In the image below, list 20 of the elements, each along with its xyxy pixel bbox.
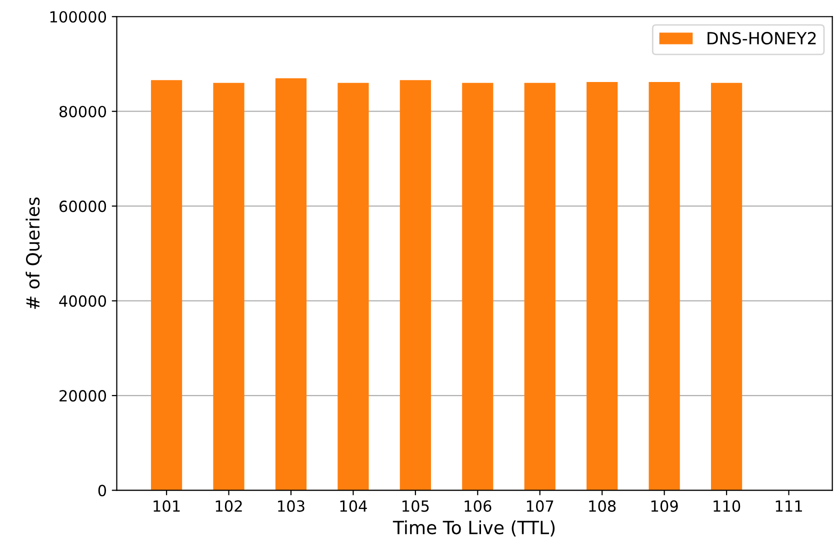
x-tick-label: 106 (464, 500, 492, 512)
x-tick-label: 107 (526, 500, 554, 512)
legend-label: DNS-HONEY2 (708, 32, 816, 45)
y-tick-label: 60000 (60, 200, 106, 212)
x-tick-label: 105 (402, 500, 429, 512)
x-tick-label: 102 (216, 500, 242, 512)
y-tick-label: 0 (98, 484, 106, 496)
y-tick-label: 80000 (59, 106, 106, 118)
y-tick-label: 20000 (60, 390, 106, 402)
x-tick-label: 104 (340, 500, 367, 512)
x-tick-label: 103 (278, 500, 304, 512)
x-axis-title: Time To Live (TTL) (392, 520, 555, 536)
x-tick-label: 111 (776, 500, 802, 512)
x-tick-label: 110 (714, 500, 740, 512)
y-tick-label: 100000 (50, 11, 106, 23)
x-tick-label: 108 (589, 500, 616, 512)
y-axis-title: # of Queries (26, 197, 42, 309)
x-tick-label: 109 (651, 500, 678, 512)
y-tick-label: 40000 (59, 295, 106, 307)
x-tick-label: 101 (154, 500, 180, 512)
